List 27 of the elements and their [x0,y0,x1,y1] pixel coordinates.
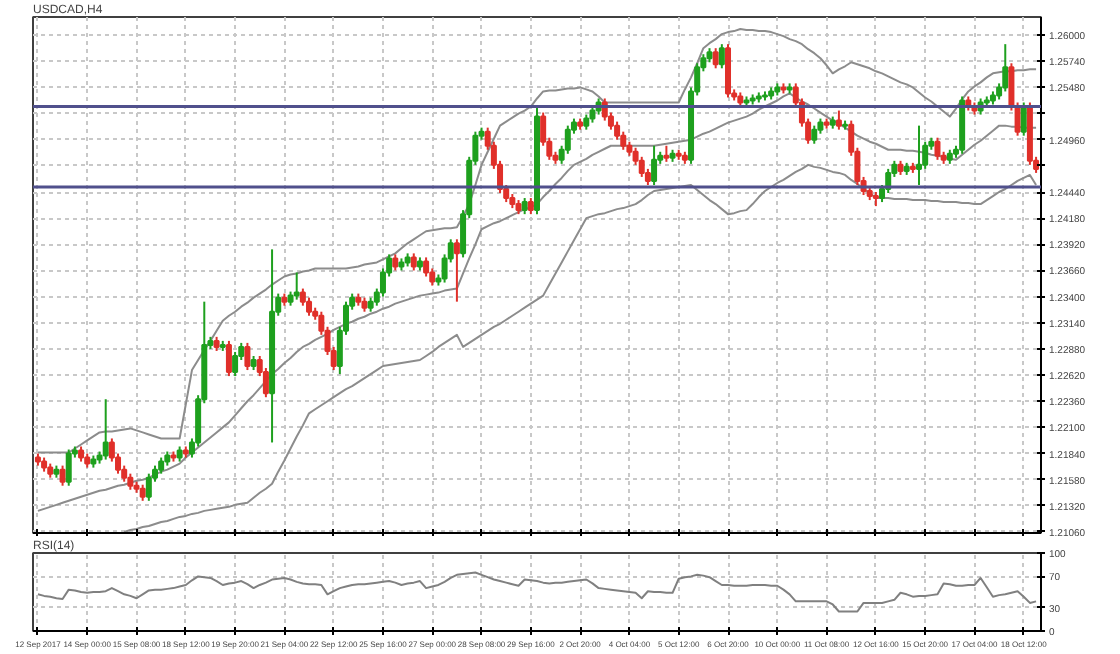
candlestick [712,47,719,70]
candlestick [638,155,645,178]
line-series [123,163,1038,533]
candlestick [718,43,725,70]
line-series [36,92,1038,512]
candlestick [423,256,430,278]
candlestick [453,238,460,303]
candlestick [811,124,818,145]
candlestick [1002,43,1009,93]
candlestick [65,448,72,487]
candlestick [293,271,300,301]
candlestick [835,109,842,131]
candlestick [725,43,731,99]
candlestick [651,144,658,186]
candlestick [620,130,627,151]
candlestick [225,339,232,378]
candlestick [934,136,941,161]
candlestick [1020,101,1027,137]
candlestick [145,472,152,502]
line-series [36,28,1038,454]
candlestick [59,464,66,487]
line-series [36,571,1038,613]
candlestick [102,398,109,461]
candlestick [306,296,313,317]
candlestick [244,341,251,372]
candlestick [232,350,239,378]
candlestick [916,124,923,186]
